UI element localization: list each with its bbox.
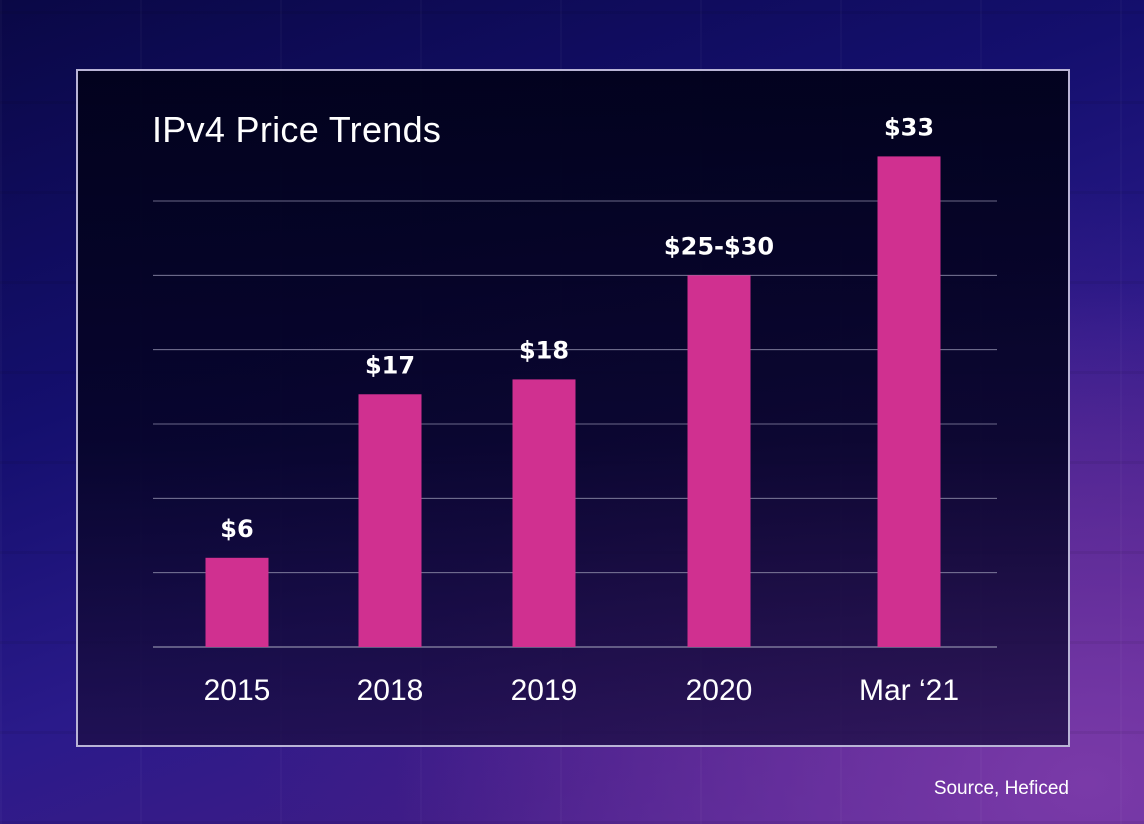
x-tick-label-2: 2018 xyxy=(357,674,424,707)
data-label-5: $33 xyxy=(884,113,934,141)
data-label-4: $25-$30 xyxy=(664,232,774,260)
bar-1 xyxy=(205,557,269,647)
data-label-3: $18 xyxy=(519,336,569,364)
chart-panel: IPv4 Price Trends $6 2015 $17 2018 $18 2019 $2… xyxy=(76,69,1070,747)
x-tick-label-4: 2020 xyxy=(686,674,753,707)
chart-title: IPv4 Price Trends xyxy=(152,109,442,150)
data-label-1: $6 xyxy=(220,515,253,543)
source-note: Source, Heficed xyxy=(933,778,1069,799)
bar-4 xyxy=(687,275,751,647)
x-tick-label-3: 2019 xyxy=(511,674,578,707)
bar-chart: $6 2015 $17 2018 $18 2019 $25-$30 2020 $33 Mar ‘2… xyxy=(153,113,997,707)
bar-2 xyxy=(358,394,422,647)
bar-3 xyxy=(512,379,576,647)
x-tick-label-5: Mar ‘21 xyxy=(859,674,959,707)
bar-5 xyxy=(877,156,941,647)
data-label-2: $17 xyxy=(365,351,415,379)
x-tick-label-1: 2015 xyxy=(204,674,271,707)
